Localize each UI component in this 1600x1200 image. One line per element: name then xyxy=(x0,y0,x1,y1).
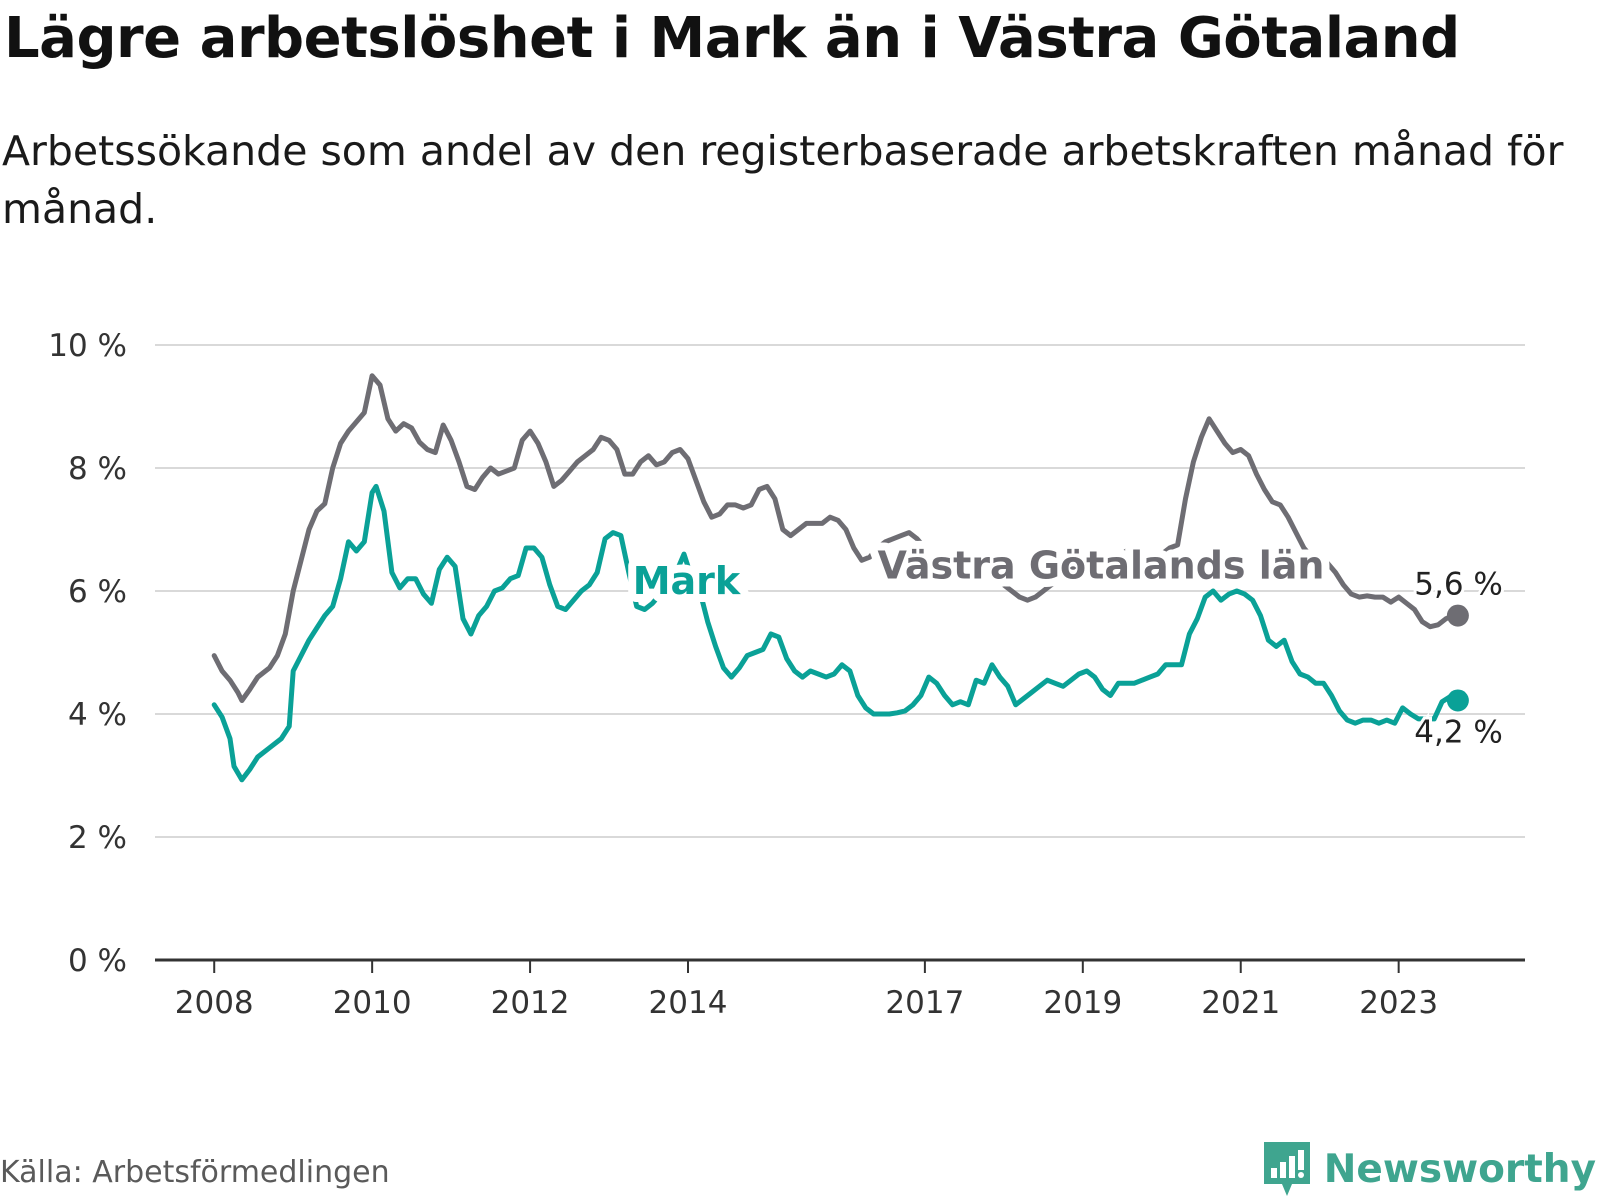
y-tick-label: 0 % xyxy=(68,943,127,979)
y-axis-ticks: 0 % 2 % 4 % 6 % 8 % 10 % xyxy=(48,328,127,979)
chart-subtitle: Arbetssökande som andel av den registerb… xyxy=(2,127,1564,233)
series-lines xyxy=(211,373,1469,783)
x-tick-label: 2017 xyxy=(885,985,964,1021)
y-tick-label: 4 % xyxy=(68,697,127,733)
series-end-marker-v-stra-g-talands-l-n xyxy=(1446,604,1469,627)
series-end-marker-mark xyxy=(1446,689,1469,712)
series-labels: 5,6 % 4,2 % Mark Västra Götalands län xyxy=(625,536,1506,754)
x-tick-label: 2010 xyxy=(333,985,412,1021)
x-tick-label: 2012 xyxy=(491,985,570,1021)
y-tick-label: 10 % xyxy=(48,328,127,364)
series-line-v-stra-g-talands-l-n xyxy=(211,373,1461,703)
y-tick-label: 6 % xyxy=(68,574,127,610)
y-tick-label: 2 % xyxy=(68,820,127,856)
x-tick-label: 2014 xyxy=(649,985,728,1021)
series-label-mark: Mark xyxy=(633,559,741,603)
newsworthy-logo[interactable]: Newsworthy xyxy=(1260,1140,1596,1198)
x-tick-label: 2023 xyxy=(1359,985,1438,1021)
series-label-v-stra-g-talands-l-n: Västra Götalands län xyxy=(878,544,1325,588)
chart-title: Lägre arbetslöshet i Mark än i Västra Gö… xyxy=(4,6,1460,71)
x-tick-label: 2019 xyxy=(1043,985,1122,1021)
source-note: Källa: Arbetsförmedlingen xyxy=(0,1155,390,1190)
end-value-label: 5,6 % xyxy=(1414,567,1503,603)
x-tick-label: 2021 xyxy=(1201,985,1280,1021)
gridlines xyxy=(155,344,1525,838)
x-axis-ticks: 2008 2010 2012 2014 2017 2019 2021 2023 xyxy=(175,960,1438,1021)
series-line-mark xyxy=(211,483,1461,783)
y-tick-label: 8 % xyxy=(68,451,127,487)
newsworthy-logo-text: Newsworthy xyxy=(1323,1146,1596,1192)
x-tick-label: 2008 xyxy=(175,985,254,1021)
newsworthy-logo-icon xyxy=(1263,1142,1310,1196)
end-value-label: 4,2 % xyxy=(1414,714,1503,750)
